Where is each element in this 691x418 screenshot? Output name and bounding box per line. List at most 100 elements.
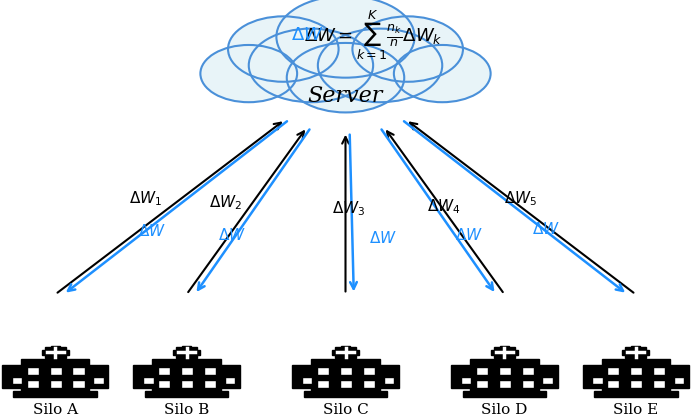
FancyBboxPatch shape bbox=[93, 377, 104, 384]
FancyBboxPatch shape bbox=[2, 365, 23, 387]
Text: $\Delta W$: $\Delta W$ bbox=[291, 26, 324, 44]
FancyBboxPatch shape bbox=[653, 367, 665, 375]
Text: Silo C: Silo C bbox=[323, 403, 368, 417]
FancyBboxPatch shape bbox=[607, 380, 619, 387]
Text: $\Delta W_{2}$: $\Delta W_{2}$ bbox=[209, 193, 243, 212]
FancyBboxPatch shape bbox=[42, 350, 68, 355]
FancyBboxPatch shape bbox=[601, 359, 670, 391]
FancyBboxPatch shape bbox=[204, 367, 216, 375]
FancyBboxPatch shape bbox=[219, 365, 240, 387]
Text: Server: Server bbox=[307, 85, 384, 107]
FancyBboxPatch shape bbox=[384, 377, 394, 384]
Circle shape bbox=[228, 16, 339, 82]
Text: $\Delta W$: $\Delta W$ bbox=[455, 227, 483, 243]
FancyBboxPatch shape bbox=[176, 347, 197, 358]
FancyBboxPatch shape bbox=[476, 367, 488, 375]
FancyBboxPatch shape bbox=[302, 377, 312, 384]
Circle shape bbox=[200, 45, 297, 102]
FancyBboxPatch shape bbox=[542, 377, 553, 384]
FancyBboxPatch shape bbox=[50, 367, 61, 375]
Circle shape bbox=[249, 28, 373, 102]
FancyBboxPatch shape bbox=[335, 347, 356, 358]
Text: Silo D: Silo D bbox=[481, 403, 528, 417]
FancyBboxPatch shape bbox=[476, 380, 488, 387]
FancyBboxPatch shape bbox=[73, 380, 84, 387]
Circle shape bbox=[352, 16, 463, 82]
FancyBboxPatch shape bbox=[50, 346, 60, 359]
FancyBboxPatch shape bbox=[317, 380, 329, 387]
FancyBboxPatch shape bbox=[630, 380, 642, 387]
FancyBboxPatch shape bbox=[500, 346, 509, 359]
FancyBboxPatch shape bbox=[594, 391, 677, 397]
FancyBboxPatch shape bbox=[317, 367, 329, 375]
FancyBboxPatch shape bbox=[522, 367, 533, 375]
FancyBboxPatch shape bbox=[522, 380, 533, 387]
Text: Silo B: Silo B bbox=[164, 403, 209, 417]
FancyBboxPatch shape bbox=[499, 380, 511, 387]
FancyBboxPatch shape bbox=[45, 347, 66, 358]
FancyBboxPatch shape bbox=[158, 380, 170, 387]
FancyBboxPatch shape bbox=[451, 365, 472, 387]
Circle shape bbox=[318, 28, 442, 102]
FancyBboxPatch shape bbox=[363, 367, 375, 375]
FancyBboxPatch shape bbox=[21, 359, 90, 391]
FancyBboxPatch shape bbox=[332, 350, 359, 355]
FancyBboxPatch shape bbox=[181, 380, 193, 387]
Text: $\Delta W = \sum_{k=1}^{K} \frac{n_k}{n} \Delta W_k$: $\Delta W = \sum_{k=1}^{K} \frac{n_k}{n}… bbox=[304, 8, 442, 61]
FancyBboxPatch shape bbox=[133, 365, 154, 387]
FancyBboxPatch shape bbox=[491, 350, 518, 355]
FancyBboxPatch shape bbox=[158, 367, 170, 375]
Text: $\Delta W_{4}$: $\Delta W_{4}$ bbox=[428, 197, 461, 216]
FancyBboxPatch shape bbox=[340, 367, 352, 375]
FancyBboxPatch shape bbox=[653, 380, 665, 387]
FancyBboxPatch shape bbox=[583, 365, 603, 387]
FancyBboxPatch shape bbox=[463, 391, 546, 397]
FancyBboxPatch shape bbox=[143, 377, 153, 384]
FancyBboxPatch shape bbox=[292, 365, 313, 387]
FancyBboxPatch shape bbox=[88, 365, 108, 387]
FancyBboxPatch shape bbox=[73, 367, 84, 375]
FancyBboxPatch shape bbox=[378, 365, 399, 387]
FancyBboxPatch shape bbox=[145, 391, 228, 397]
FancyBboxPatch shape bbox=[537, 365, 558, 387]
FancyBboxPatch shape bbox=[181, 367, 193, 375]
FancyBboxPatch shape bbox=[592, 377, 603, 384]
FancyBboxPatch shape bbox=[304, 391, 387, 397]
FancyBboxPatch shape bbox=[14, 391, 97, 397]
FancyBboxPatch shape bbox=[225, 377, 235, 384]
FancyBboxPatch shape bbox=[173, 350, 200, 355]
Text: Silo E: Silo E bbox=[613, 403, 659, 417]
FancyBboxPatch shape bbox=[341, 346, 350, 359]
FancyBboxPatch shape bbox=[461, 377, 471, 384]
Text: $\Delta W_{5}$: $\Delta W_{5}$ bbox=[504, 189, 538, 208]
FancyBboxPatch shape bbox=[674, 377, 684, 384]
Text: $\Delta W$: $\Delta W$ bbox=[138, 224, 167, 240]
Text: $\Delta W_{1}$: $\Delta W_{1}$ bbox=[129, 189, 162, 208]
FancyBboxPatch shape bbox=[153, 359, 221, 391]
FancyBboxPatch shape bbox=[470, 359, 539, 391]
Circle shape bbox=[394, 45, 491, 102]
Circle shape bbox=[287, 43, 404, 112]
FancyBboxPatch shape bbox=[625, 347, 646, 358]
FancyBboxPatch shape bbox=[204, 380, 216, 387]
FancyBboxPatch shape bbox=[50, 380, 61, 387]
FancyBboxPatch shape bbox=[623, 350, 649, 355]
Text: $\Delta W$: $\Delta W$ bbox=[218, 227, 246, 243]
FancyBboxPatch shape bbox=[27, 380, 39, 387]
FancyBboxPatch shape bbox=[668, 365, 689, 387]
FancyBboxPatch shape bbox=[27, 367, 39, 375]
FancyBboxPatch shape bbox=[631, 346, 641, 359]
FancyBboxPatch shape bbox=[607, 367, 619, 375]
FancyBboxPatch shape bbox=[363, 380, 375, 387]
FancyBboxPatch shape bbox=[311, 359, 380, 391]
FancyBboxPatch shape bbox=[499, 367, 511, 375]
FancyBboxPatch shape bbox=[630, 367, 642, 375]
FancyBboxPatch shape bbox=[182, 346, 191, 359]
Text: $\Delta W_{3}$: $\Delta W_{3}$ bbox=[332, 200, 366, 218]
FancyBboxPatch shape bbox=[12, 377, 22, 384]
Circle shape bbox=[276, 0, 415, 78]
Text: Silo A: Silo A bbox=[32, 403, 78, 417]
FancyBboxPatch shape bbox=[494, 347, 515, 358]
FancyBboxPatch shape bbox=[340, 380, 352, 387]
Text: $\Delta W$: $\Delta W$ bbox=[531, 222, 560, 237]
